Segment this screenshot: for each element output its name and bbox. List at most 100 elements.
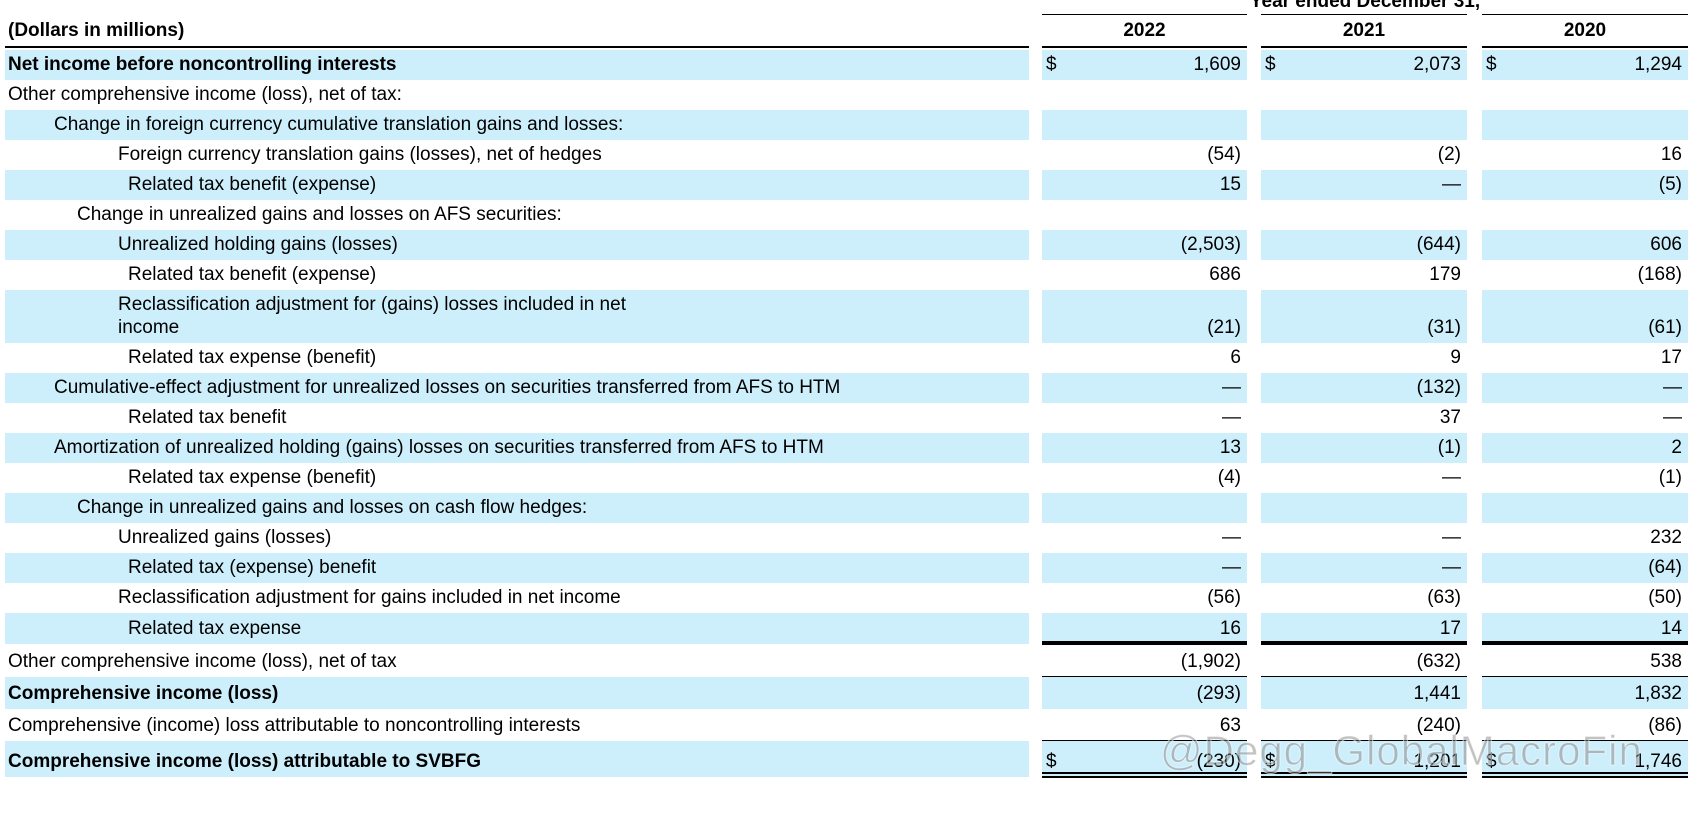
value-cell: (50)	[1482, 583, 1688, 613]
value-cell: —	[1261, 523, 1467, 553]
value-cell: —	[1042, 403, 1247, 433]
label-text: Related tax (expense) benefit	[128, 557, 377, 578]
label-text: Other comprehensive income (loss), net o…	[8, 84, 402, 105]
row-label: Unrealized holding gains (losses)	[5, 230, 1029, 260]
value-cell: —	[1261, 553, 1467, 583]
value: (4)	[1217, 467, 1241, 488]
value-cell: —	[1042, 373, 1247, 403]
double-rule	[1482, 772, 1688, 774]
header-rule	[1042, 46, 1247, 48]
value-cell	[1261, 110, 1467, 140]
value-cell: 14	[1482, 613, 1688, 644]
value-cell: (21)	[1042, 290, 1247, 343]
label-text: Net income before noncontrolling interes…	[8, 54, 397, 75]
label-text: Foreign currency translation gains (loss…	[118, 144, 602, 165]
value-cell: (54)	[1042, 140, 1247, 170]
row-label: Related tax expense	[5, 613, 1029, 644]
value-cell: 2,073 $	[1261, 50, 1467, 80]
value-cell: 538	[1482, 644, 1688, 677]
watermark: @Degg_GlobalMacroFin	[1160, 727, 1643, 775]
row-label: Change in unrealized gains and losses on…	[5, 493, 1029, 523]
value-cell: 37	[1261, 403, 1467, 433]
value-cell: (1)	[1482, 463, 1688, 493]
value: (63)	[1427, 587, 1461, 608]
value: 15	[1219, 174, 1241, 195]
value: (230)	[1196, 751, 1241, 772]
subtotal-rule	[1482, 740, 1688, 741]
value: 538	[1650, 651, 1682, 672]
value: 232	[1650, 527, 1682, 548]
currency-symbol: $	[1046, 54, 1057, 75]
label-text: Reclassification adjustment for (gains) …	[118, 294, 626, 338]
value-cell: 16	[1042, 613, 1247, 644]
value-cell	[1042, 110, 1247, 140]
label-text: Related tax benefit (expense)	[128, 174, 377, 195]
subtotal-rule	[1042, 740, 1247, 741]
value-cell: (61)	[1482, 290, 1688, 343]
header-rule	[1042, 14, 1247, 15]
subtotal-rule	[1261, 740, 1467, 741]
value-cell	[1482, 110, 1688, 140]
value-cell: 1,294 $	[1482, 50, 1688, 80]
value-cell: 1,746 $	[1482, 741, 1688, 777]
value-cell: (5)	[1482, 170, 1688, 200]
value: (644)	[1416, 234, 1461, 255]
value: 1,746	[1634, 751, 1682, 772]
year-header: 2021	[1342, 20, 1386, 41]
row-label: Comprehensive income (loss) attributable…	[5, 741, 1029, 777]
row-label: Related tax benefit (expense)	[5, 260, 1029, 290]
value-cell: 232	[1482, 523, 1688, 553]
value: (61)	[1648, 317, 1682, 338]
value: (240)	[1416, 715, 1461, 736]
value-cell: (132)	[1261, 373, 1467, 403]
value: 16	[1219, 618, 1241, 639]
value: 606	[1650, 234, 1682, 255]
value-cell: (293)	[1042, 677, 1247, 709]
label-text: Other comprehensive income (loss), net o…	[8, 651, 397, 672]
value-cell: (632)	[1261, 644, 1467, 677]
value-cell: (644)	[1261, 230, 1467, 260]
year-header: 2020	[1563, 20, 1607, 41]
currency-symbol: $	[1486, 54, 1497, 75]
header-rule	[1482, 46, 1688, 48]
value: (21)	[1207, 317, 1241, 338]
row-label: Reclassification adjustment for gains in…	[5, 583, 1029, 613]
header-rule	[1261, 14, 1467, 15]
value-cell: —	[1261, 463, 1467, 493]
value: 17	[1660, 347, 1682, 368]
label-text: Related tax benefit	[128, 407, 287, 428]
subtotal-rule	[1042, 676, 1247, 677]
value: —	[1663, 407, 1682, 428]
currency-symbol: $	[1046, 751, 1057, 772]
value-cell: (230) $	[1042, 741, 1247, 777]
label-text: Amortization of unrealized holding (gain…	[54, 437, 824, 458]
value: —	[1222, 407, 1241, 428]
total-rule	[1482, 641, 1688, 645]
period-label: Year ended December 31,	[1249, 0, 1481, 12]
value: —	[1442, 527, 1461, 548]
value-cell: 1,832	[1482, 677, 1688, 709]
currency-symbol: $	[1486, 751, 1497, 772]
value-cell	[1261, 200, 1467, 230]
header-rule	[1482, 14, 1688, 15]
total-rule	[1042, 641, 1247, 645]
header-rule	[1261, 46, 1467, 48]
row-label: Change in foreign currency cumulative tr…	[5, 110, 1029, 140]
label-text: Reclassification adjustment for gains in…	[118, 587, 621, 608]
value-cell: (1,902)	[1042, 644, 1247, 677]
value: (293)	[1196, 683, 1241, 704]
value: (132)	[1416, 377, 1461, 398]
value: (1)	[1658, 467, 1682, 488]
value-cell	[1482, 200, 1688, 230]
label-text: Related tax benefit (expense)	[128, 264, 377, 285]
value-cell: 16	[1482, 140, 1688, 170]
value-cell: —	[1482, 373, 1688, 403]
value: 16	[1660, 144, 1682, 165]
label-text: Unrealized gains (losses)	[118, 527, 332, 548]
value: (31)	[1427, 317, 1461, 338]
value-cell: (168)	[1482, 260, 1688, 290]
row-label: Related tax expense (benefit)	[5, 463, 1029, 493]
value-cell: 15	[1042, 170, 1247, 200]
value-cell: 1,609 $	[1042, 50, 1247, 80]
